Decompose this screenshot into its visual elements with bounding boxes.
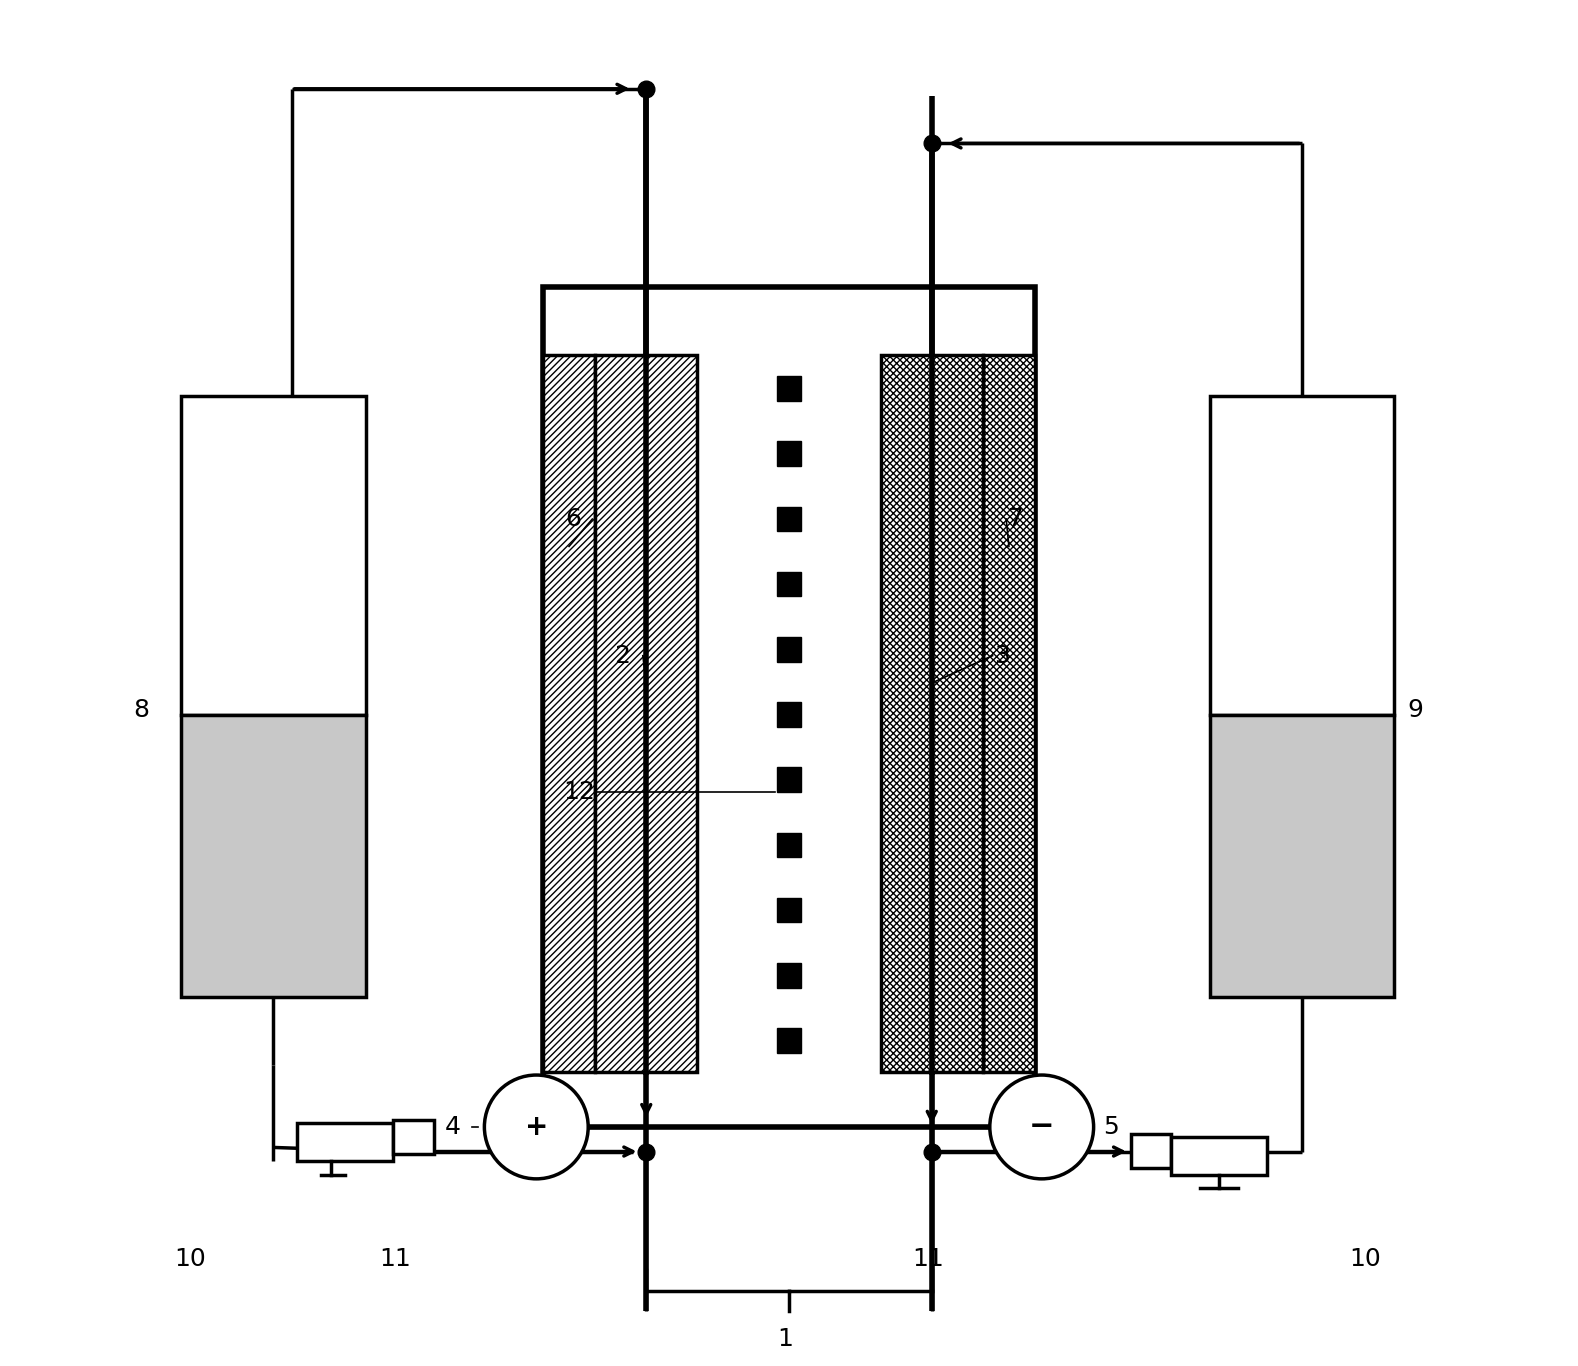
Text: 11: 11 [379, 1247, 410, 1272]
Text: 4: 4 [445, 1115, 461, 1139]
Bar [776, 1029, 802, 1053]
Text: 6: 6 [565, 507, 581, 531]
Bar [776, 897, 802, 922]
Bar [543, 287, 1035, 1127]
Bar [543, 355, 595, 1072]
Text: 8: 8 [133, 698, 150, 723]
Bar [393, 1120, 434, 1154]
Bar [881, 355, 983, 1072]
Bar [776, 572, 802, 597]
Text: 10: 10 [174, 1247, 207, 1272]
Text: 1: 1 [776, 1326, 792, 1351]
Bar [1210, 396, 1393, 714]
Bar [297, 1123, 393, 1161]
Text: 2: 2 [614, 643, 630, 668]
Bar [776, 702, 802, 727]
Text: 11: 11 [912, 1247, 944, 1272]
Bar [181, 714, 366, 997]
Bar [1171, 1137, 1267, 1175]
Text: 10: 10 [1349, 1247, 1381, 1272]
Text: −: − [1029, 1112, 1054, 1142]
Bar [776, 963, 802, 988]
Bar [776, 832, 802, 858]
Bar [1130, 1134, 1171, 1168]
Text: +: + [524, 1113, 548, 1141]
Bar [776, 507, 802, 531]
Bar [776, 441, 802, 466]
Text: 12: 12 [563, 780, 595, 805]
Text: 9: 9 [1408, 698, 1423, 723]
Circle shape [989, 1075, 1094, 1179]
Text: 3: 3 [994, 643, 1010, 668]
Text: 5: 5 [1103, 1115, 1119, 1139]
Text: 7: 7 [1008, 507, 1024, 531]
Bar [776, 768, 802, 792]
Bar [983, 355, 1035, 1072]
Bar [595, 355, 697, 1072]
Bar [181, 396, 366, 714]
Bar [1210, 714, 1393, 997]
Bar [776, 376, 802, 400]
Bar [776, 637, 802, 661]
Circle shape [484, 1075, 589, 1179]
